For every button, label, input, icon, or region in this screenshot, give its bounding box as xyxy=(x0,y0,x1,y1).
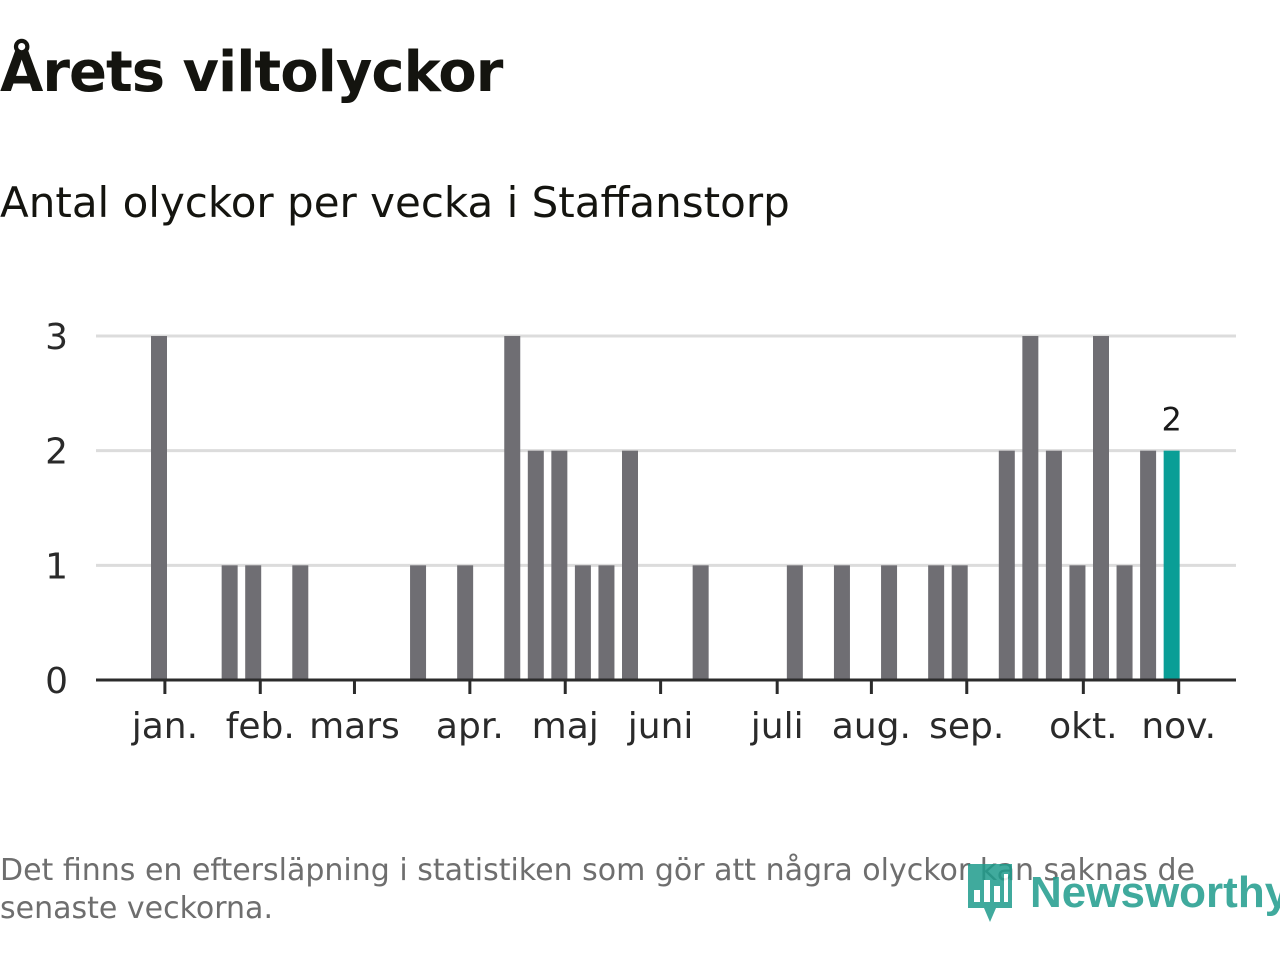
y-tick-label: 2 xyxy=(45,432,68,473)
bar xyxy=(1116,565,1133,680)
bar xyxy=(998,450,1015,680)
bar xyxy=(881,565,898,680)
x-tick-label: jan. xyxy=(131,706,198,747)
bar xyxy=(833,565,850,680)
x-axis xyxy=(96,678,1236,694)
chart-title: Årets viltolyckor xyxy=(0,40,503,105)
bar xyxy=(598,565,615,680)
bar xyxy=(928,565,945,680)
x-tick-label: nov. xyxy=(1141,706,1216,747)
logo-text: Newsworthy xyxy=(1030,868,1280,917)
bar xyxy=(1022,336,1039,680)
bar xyxy=(1045,450,1062,680)
x-tick-label: feb. xyxy=(226,706,295,747)
x-tick-label: juni xyxy=(627,706,694,747)
bar xyxy=(504,336,521,680)
bar xyxy=(221,565,238,680)
bar xyxy=(786,565,803,680)
x-tick-label: aug. xyxy=(832,706,911,747)
x-tick-label: mars xyxy=(309,706,400,747)
bar xyxy=(622,450,638,680)
bar xyxy=(151,336,167,680)
x-tick-label: apr. xyxy=(436,706,504,747)
y-tick-label: 1 xyxy=(45,546,68,587)
x-tick-label: okt. xyxy=(1049,706,1117,747)
newsworthy-logo: Newsworthy xyxy=(964,860,1280,926)
bar xyxy=(292,565,309,680)
bar xyxy=(1140,450,1157,680)
bar xyxy=(692,565,709,680)
gridlines xyxy=(96,334,1236,567)
bar xyxy=(551,450,568,680)
bar xyxy=(951,565,968,680)
bar xyxy=(574,565,591,680)
x-tick-label: sep. xyxy=(929,706,1004,747)
bar-highlight xyxy=(1163,450,1180,680)
bar-chart-pin-icon xyxy=(968,864,1012,922)
weekly-accidents-bar-chart: 0 1 2 3 jan. feb. mars apr. maj juni juli aug. sep. o… xyxy=(45,317,1236,747)
x-tick-label: maj xyxy=(532,706,599,747)
bars xyxy=(151,336,1180,680)
bar xyxy=(527,450,544,680)
bar xyxy=(410,565,427,680)
labels: 0 1 2 3 jan. feb. mars apr. maj juni juli aug. sep. o… xyxy=(45,317,1216,747)
x-tick-label: juli xyxy=(750,706,804,747)
bar xyxy=(1069,565,1086,680)
bar xyxy=(1093,336,1109,680)
bar xyxy=(457,565,474,680)
y-tick-label: 0 xyxy=(45,661,68,702)
chart-subtitle: Antal olyckor per vecka i Staffanstorp xyxy=(0,178,790,227)
y-tick-label: 3 xyxy=(45,317,68,358)
bar xyxy=(245,565,262,680)
data-label: 2 xyxy=(1161,401,1181,439)
